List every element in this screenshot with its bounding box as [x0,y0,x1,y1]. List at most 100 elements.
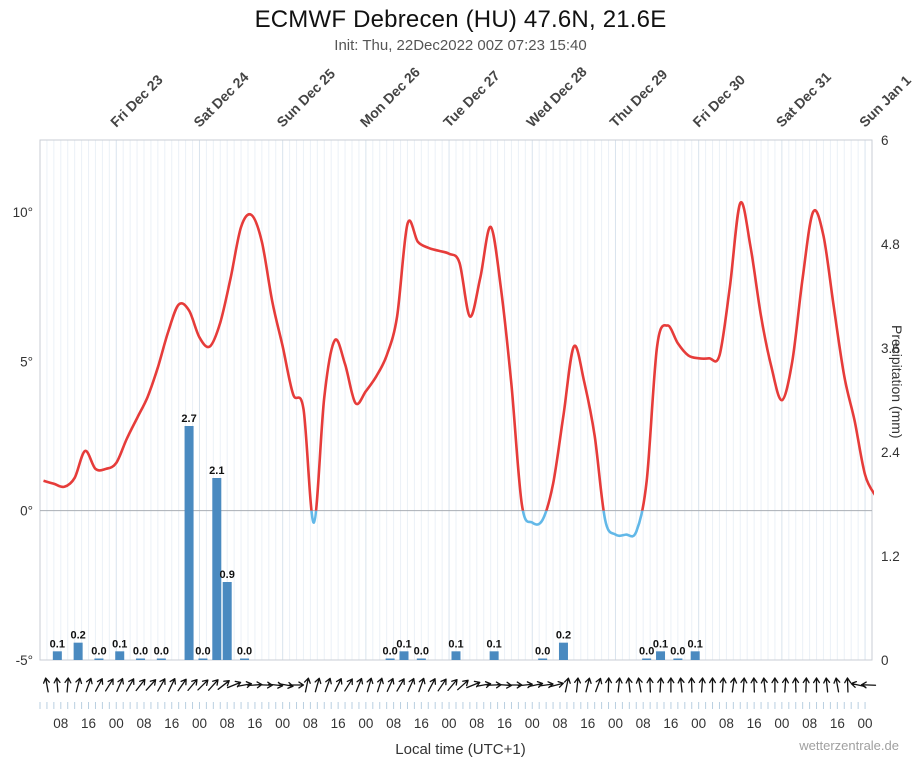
time-tick-label: 00 [358,716,373,731]
wind-arrow-glyph [207,679,219,691]
wind-arrow [823,677,831,693]
wind-arrow [104,678,114,692]
wind-arrow [217,680,230,690]
wind-arrow [437,678,447,692]
wind-arrow [94,678,104,692]
precip-bar-label: 0.0 [535,646,550,658]
time-tick-label: 08 [386,716,401,731]
wind-arrow [771,677,779,693]
day-label: Sun Dec 25 [273,65,338,130]
wind-arrow-glyph [303,677,311,693]
precip-bar [451,651,461,660]
wind-arrow-glyph [116,677,124,693]
precip-tick-label: 6 [881,133,889,148]
wind-arrow [75,677,83,693]
time-tick-label: 16 [81,716,96,731]
day-label: Fri Dec 23 [107,71,166,130]
precip-bar [198,658,208,660]
wind-arrow-glyph [771,677,779,693]
wind-arrow [53,677,61,693]
wind-arrow-glyph [802,677,810,693]
wind-arrow [605,677,613,693]
page-title: ECMWF Debrecen (HU) 47.6N, 21.6E [254,6,667,33]
wind-arrow [812,677,821,693]
time-tick-label: 08 [220,716,235,731]
wind-arrow [303,677,311,693]
wind-arrow [657,677,665,693]
wind-arrow-glyph [177,678,187,692]
wind-arrow [135,678,146,692]
day-label: Mon Dec 26 [357,64,423,130]
time-tick-label: 00 [442,716,457,731]
wind-arrow [427,678,437,692]
watermark: wetterzentrale.de [799,738,899,753]
wind-arrow-glyph [314,677,322,693]
wind-arrow-glyph [750,677,758,693]
precip-bar [222,581,232,660]
precip-bar-label: 0.2 [556,630,571,642]
wind-arrow [268,681,284,689]
wind-arrow [407,677,416,693]
wind-arrow [447,678,458,692]
wind-arrow-glyph [698,677,706,693]
time-tick-label: 08 [469,716,484,731]
precip-tick-label: 3.6 [881,341,900,356]
precip-bar-label: 0.1 [112,638,127,650]
temp-tick-label: 10° [13,205,33,220]
wind-arrow-glyph [386,677,395,693]
wind-arrow [574,677,582,693]
wind-arrow [646,677,654,693]
precip-bar [94,658,104,660]
wind-arrow-glyph [730,677,738,693]
time-tick-label: 00 [275,716,290,731]
wind-arrow [177,678,187,692]
precip-bar [212,477,222,660]
day-label: Tue Dec 27 [440,67,503,130]
wind-arrow [157,678,166,692]
time-tick-label: 08 [552,716,567,731]
wind-arrow-glyph [64,677,72,693]
wind-arrow [688,677,696,693]
wind-arrow [85,677,93,693]
wind-arrow-glyph [584,677,592,693]
precip-bar-label: 0.0 [670,646,685,658]
wind-arrow [750,677,758,693]
wind-arrow-glyph [217,680,230,690]
wind-arrow-glyph [366,677,374,693]
precip-bar-label: 0.1 [448,638,463,650]
wind-arrow [116,677,124,693]
time-tick-label: 08 [136,716,151,731]
precip-bar-label: 2.7 [181,413,196,425]
wind-arrow-glyph [719,677,727,693]
precip-bar [73,642,83,660]
wind-arrow-glyph [667,677,675,693]
precip-bar [184,425,194,660]
wind-arrow-glyph [549,680,564,688]
precip-bar [690,651,700,660]
precip-bar-label: 0.1 [653,638,668,650]
precip-bar [538,658,548,660]
time-tick-label: 08 [719,716,734,731]
wind-arrow [844,677,852,693]
wind-arrow [457,679,469,691]
day-label: Sat Dec 24 [190,69,252,131]
precip-bar-label: 0.0 [382,646,397,658]
wind-arrow [125,678,135,692]
time-tick-label: 16 [331,716,346,731]
wind-arrow-glyph [605,677,613,693]
time-tick-label: 00 [192,716,207,731]
wind-arrow-glyph [53,677,61,693]
wind-arrow [396,678,405,692]
wind-arrow [418,677,426,693]
wind-arrow [802,677,810,693]
wind-arrow-glyph [157,678,166,692]
wind-arrow-glyph [145,679,157,691]
precip-bar [240,658,250,660]
precip-bar [115,651,125,660]
temp-tick-label: 5° [20,354,33,369]
wind-arrow [167,678,177,692]
day-label: Sun Jan 1 [856,72,914,130]
wind-arrow-glyph [104,678,114,692]
wind-arrow [740,677,748,693]
precip-bar-label: 0.0 [133,646,148,658]
